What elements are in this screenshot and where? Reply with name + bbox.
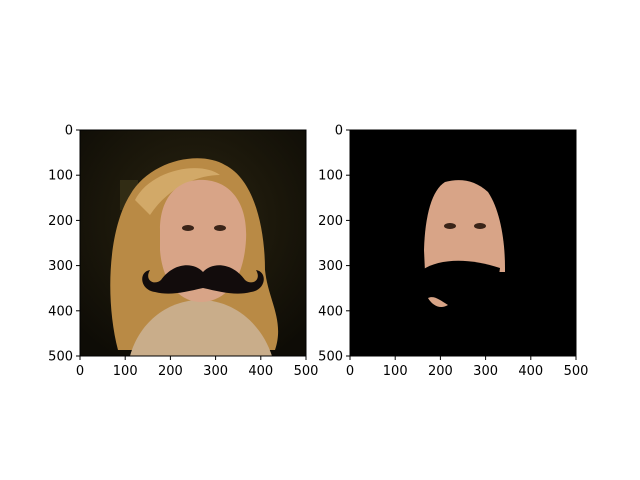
left-eye [182,225,194,231]
left-x-tick-label: 400 [248,364,273,379]
left-y-tick-label: 500 [48,350,73,365]
right-y-tick-label: 200 [318,214,343,229]
left-axes: 0 100 200 300 400 500 0 100 200 300 400 500 [48,124,318,380]
right-y-ticks: 0 100 200 300 400 500 [318,124,350,365]
left-y-tick-label: 0 [65,124,73,139]
right-axes: 0 100 200 300 400 500 0 100 200 300 400 500 [318,124,588,380]
right-x-tick-label: 200 [428,364,453,379]
left-y-tick-label: 100 [48,169,73,184]
right-x-tick-label: 0 [346,364,354,379]
right-y-tick-label: 400 [318,304,343,319]
left-y-tick-label: 400 [48,304,73,319]
segmented-mustache [422,260,500,300]
right-x-tick-label: 300 [473,364,498,379]
right-eye [214,225,226,231]
right-y-tick-label: 500 [318,350,343,365]
hair-highlight [135,168,220,215]
left-x-tick-label: 0 [76,364,84,379]
left-x-tick-label: 200 [158,364,183,379]
right-x-ticks: 0 100 200 300 400 500 [346,356,589,379]
right-axes-frame [349,129,577,357]
left-x-ticks: 0 100 200 300 400 500 [76,356,319,379]
right-image [350,130,576,356]
segmented-chin [428,297,448,308]
left-x-tick-label: 100 [113,364,138,379]
seg-left-eye [444,223,456,229]
segmented-face [424,180,505,272]
mustache-shape [142,265,264,294]
left-axes-frame [79,129,307,357]
left-image [80,130,306,356]
left-x-tick-label: 500 [294,364,319,379]
left-y-tick-label: 200 [48,214,73,229]
left-x-tick-label: 300 [203,364,228,379]
left-y-tick-label: 300 [48,259,73,274]
sweater-shape [130,300,272,356]
right-y-tick-label: 300 [318,259,343,274]
left-y-ticks: 0 100 200 300 400 500 [48,124,80,365]
right-x-tick-label: 100 [383,364,408,379]
right-y-tick-label: 0 [335,124,343,139]
right-x-tick-label: 500 [564,364,589,379]
right-x-tick-label: 400 [518,364,543,379]
right-y-tick-label: 100 [318,169,343,184]
seg-right-eye [474,223,486,229]
